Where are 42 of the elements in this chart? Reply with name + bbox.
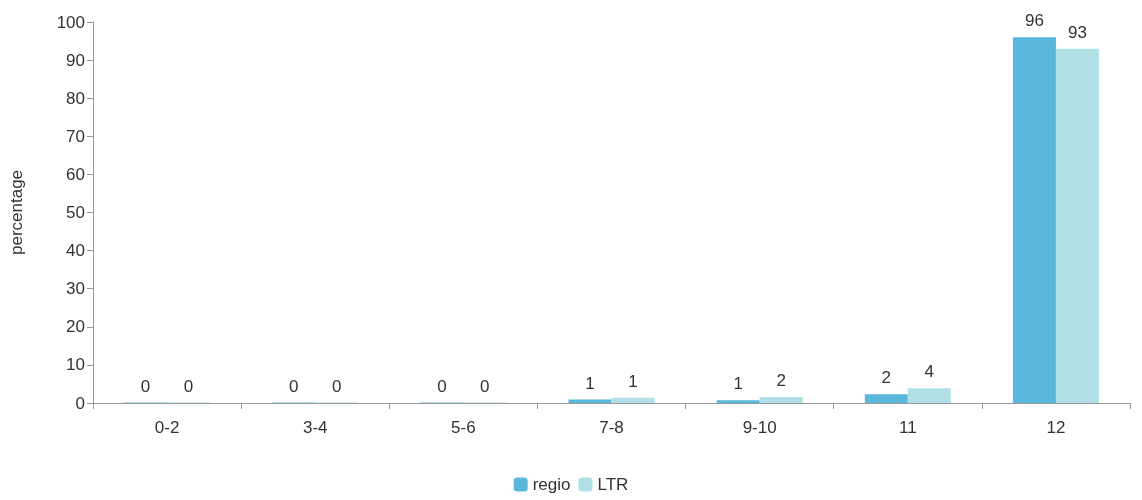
bar xyxy=(907,388,951,403)
data-label: 0 xyxy=(183,376,194,396)
y-tick-label: 10 xyxy=(66,355,85,375)
y-tick-label: 50 xyxy=(66,203,85,222)
y-tick-label: 20 xyxy=(66,317,85,337)
bar xyxy=(1055,48,1099,403)
x-tick-label: 3-4 xyxy=(302,418,328,437)
x-tick-label: 0-2 xyxy=(154,418,180,437)
x-tick-label: 7-8 xyxy=(599,418,624,437)
data-label: 2 xyxy=(881,368,892,388)
data-label: 2 xyxy=(776,370,786,390)
x-tick-label: 12 xyxy=(1046,418,1066,437)
data-label: 0 xyxy=(437,376,447,396)
y-tick-label: 70 xyxy=(66,126,85,146)
y-tick-label: 30 xyxy=(66,279,85,299)
y-tick-label: 90 xyxy=(66,50,85,70)
data-label: 0 xyxy=(140,376,151,396)
x-tick-label: 11 xyxy=(898,418,917,437)
bar xyxy=(759,396,803,403)
y-tick-label: 60 xyxy=(66,164,85,184)
y-tick-label: 80 xyxy=(66,88,85,108)
y-tick-label: 100 xyxy=(56,12,85,32)
data-label: 1 xyxy=(733,374,743,394)
x-tick-label: 9-10 xyxy=(742,418,777,437)
bar xyxy=(611,397,655,403)
y-axis-title: percentage xyxy=(7,169,26,256)
data-label: 0 xyxy=(289,376,299,396)
data-label: 0 xyxy=(331,376,342,396)
x-tick-label: 5-6 xyxy=(451,418,476,437)
legend-label: regio xyxy=(532,475,571,494)
data-label: 0 xyxy=(480,376,490,396)
bar xyxy=(864,394,908,403)
data-label: 93 xyxy=(1067,22,1087,42)
bar xyxy=(1012,37,1056,403)
data-label: 4 xyxy=(924,362,934,382)
legend-label: LTR xyxy=(597,475,629,494)
data-label: 1 xyxy=(628,371,638,391)
y-tick-label: 0 xyxy=(75,393,85,413)
data-label: 1 xyxy=(585,373,595,393)
bar xyxy=(716,400,760,403)
y-tick-label: 40 xyxy=(66,241,85,261)
data-label: 96 xyxy=(1024,11,1044,31)
